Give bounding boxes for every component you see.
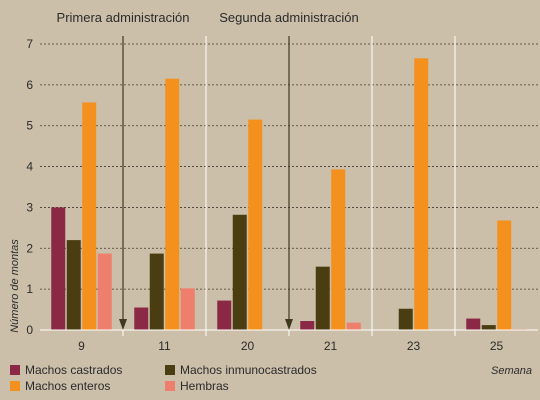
y-tick-labels: 0 1 2 3 4 5 6 7 xyxy=(26,37,33,337)
y-tick-label: 3 xyxy=(26,200,33,214)
legend-swatch xyxy=(165,365,175,375)
bar xyxy=(315,266,330,330)
bar xyxy=(331,169,346,330)
x-tick-label: 23 xyxy=(407,339,421,353)
y-axis-label: Número de montas xyxy=(9,239,21,333)
legend-label: Machos castrados xyxy=(25,363,122,377)
y-tick-label: 6 xyxy=(26,78,33,92)
bar xyxy=(414,58,429,331)
x-tick-label: 21 xyxy=(324,339,338,353)
x-tick-label: 11 xyxy=(158,339,171,353)
bar xyxy=(248,119,263,330)
bar xyxy=(134,307,149,330)
x-tick-label: 20 xyxy=(241,339,255,353)
y-tick-label: 1 xyxy=(26,282,33,296)
bar xyxy=(497,220,512,330)
legend-label: Machos enteros xyxy=(25,379,110,393)
administration-arrow-head xyxy=(119,319,127,330)
bar xyxy=(300,321,315,330)
administration-arrow-head xyxy=(285,319,293,330)
annotations-layer: Primera administración Segunda administra… xyxy=(57,10,359,330)
legend-swatch xyxy=(10,381,20,391)
bar xyxy=(66,240,81,330)
y-tick-label: 2 xyxy=(26,241,33,255)
y-tick-label: 0 xyxy=(26,323,33,337)
y-tick-label: 7 xyxy=(26,37,33,51)
x-tick-labels: 9 11 20 21 23 25 xyxy=(78,339,503,353)
x-tick-label: 25 xyxy=(490,339,504,353)
bar xyxy=(346,322,361,330)
administration-label: Primera administración xyxy=(57,10,190,25)
legend-swatch xyxy=(10,365,20,375)
bar xyxy=(149,253,164,330)
bar xyxy=(97,253,112,330)
bar xyxy=(51,207,66,330)
bar xyxy=(466,318,481,330)
bars-layer xyxy=(51,58,527,331)
legend-label: Machos inmunocastrados xyxy=(180,363,317,377)
y-tick-label: 5 xyxy=(26,119,33,133)
bar xyxy=(82,102,97,330)
bar xyxy=(398,308,413,330)
y-tick-label: 4 xyxy=(26,160,33,174)
x-axis-label: Semana xyxy=(491,365,532,377)
legend-label: Hembras xyxy=(180,379,229,393)
bar xyxy=(232,214,247,330)
x-tick-label: 9 xyxy=(78,339,85,353)
legend-swatch xyxy=(165,381,175,391)
legend: Machos castrados Machos inmunocastrados Ma… xyxy=(10,363,317,393)
bar xyxy=(217,300,232,330)
bar xyxy=(165,78,180,330)
administration-label: Segunda administración xyxy=(219,10,358,25)
bar xyxy=(180,288,195,330)
bar xyxy=(481,325,496,330)
